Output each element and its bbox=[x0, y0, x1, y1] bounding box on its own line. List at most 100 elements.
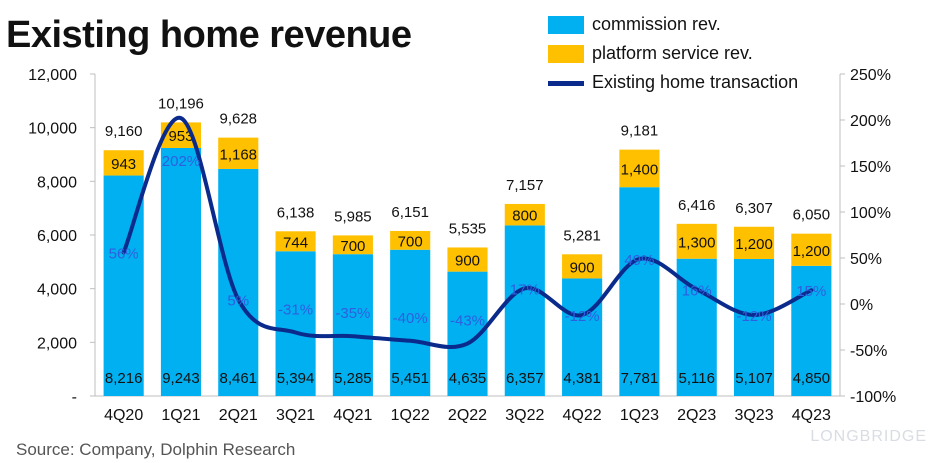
line-point-label: -43% bbox=[450, 313, 485, 330]
bar-label-platform: 700 bbox=[398, 233, 423, 250]
y-left-tick-label: 10,000 bbox=[28, 121, 77, 138]
bar-label-total: 6,138 bbox=[277, 204, 315, 221]
y-right-tick-label: 250% bbox=[850, 67, 891, 84]
y-left-tick-label: 4,000 bbox=[37, 282, 77, 299]
source-note: Source: Company, Dolphin Research bbox=[16, 440, 296, 459]
bar-label-total: 9,628 bbox=[219, 111, 257, 128]
watermark-logo: LONGBRIDGE bbox=[810, 428, 927, 445]
chart-title: Existing home revenue bbox=[6, 14, 412, 56]
x-tick-label: 1Q22 bbox=[391, 407, 430, 424]
bar-label-total: 10,196 bbox=[158, 95, 204, 112]
bar-commission bbox=[562, 278, 603, 396]
bar-label-total: 5,281 bbox=[563, 227, 601, 244]
bar-label-platform: 953 bbox=[168, 128, 193, 145]
x-tick-label: 4Q20 bbox=[104, 407, 143, 424]
bar-label-platform: 943 bbox=[111, 156, 136, 173]
bar-commission bbox=[619, 187, 660, 396]
legend-item-platform: platform service rev. bbox=[548, 39, 798, 68]
line-point-label: 202% bbox=[162, 153, 200, 170]
bar-label-platform: 900 bbox=[570, 259, 595, 276]
bar-commission bbox=[275, 251, 316, 396]
bar-platform bbox=[676, 223, 717, 259]
bar-commission bbox=[160, 147, 202, 396]
bar-label-commission: 8,461 bbox=[219, 370, 257, 387]
bar-label-total: 9,181 bbox=[621, 123, 659, 140]
bar-label-platform: 744 bbox=[283, 234, 308, 251]
bar-platform bbox=[332, 235, 373, 255]
bar-label-commission: 5,394 bbox=[277, 370, 315, 387]
bar-label-commission: 4,850 bbox=[793, 370, 831, 387]
x-tick-label: 1Q23 bbox=[620, 407, 659, 424]
bar-platform bbox=[103, 150, 144, 176]
bar-label-commission: 5,116 bbox=[679, 370, 715, 387]
bar-label-total: 6,307 bbox=[735, 200, 773, 217]
legend-label-line: Existing home transaction bbox=[592, 72, 799, 92]
x-tick-label: 2Q23 bbox=[677, 407, 716, 424]
bar-platform bbox=[562, 254, 603, 279]
y-left-tick-label: 12,000 bbox=[28, 67, 77, 84]
bar-label-platform: 1,200 bbox=[735, 236, 773, 253]
x-tick-label: 3Q23 bbox=[734, 407, 773, 424]
bar-commission bbox=[332, 254, 373, 396]
legend-item-commission: commission rev. bbox=[548, 10, 798, 39]
bar-label-commission: 5,107 bbox=[735, 370, 773, 387]
bar-platform bbox=[218, 137, 259, 169]
bar-label-total: 6,416 bbox=[678, 197, 716, 214]
line-point-label: 5% bbox=[227, 292, 249, 309]
bar-label-platform: 1,300 bbox=[678, 234, 716, 251]
y-left-tick-label: 2,000 bbox=[37, 335, 77, 352]
bar-platform bbox=[447, 247, 488, 272]
y-right-tick-label: 0% bbox=[850, 297, 873, 314]
line-series-transaction bbox=[121, 116, 814, 349]
line-point-label: 17% bbox=[510, 281, 540, 298]
bar-label-platform: 1,168 bbox=[219, 146, 257, 163]
y-left-tick-label: 8,000 bbox=[37, 174, 77, 191]
x-tick-label: 2Q21 bbox=[219, 407, 258, 424]
bar-label-total: 5,535 bbox=[449, 220, 487, 237]
x-tick-label: 3Q22 bbox=[505, 407, 544, 424]
legend-swatch-commission bbox=[548, 15, 584, 34]
bar-label-commission: 8,216 bbox=[105, 370, 143, 387]
y-left-tick-label: 6,000 bbox=[37, 228, 77, 245]
bar-commission bbox=[504, 225, 545, 396]
y-right-tick-label: -100% bbox=[850, 389, 896, 406]
legend-item-line: Existing home transaction bbox=[548, 68, 798, 97]
bar-platform bbox=[619, 149, 660, 188]
bar-label-commission: 9,243 bbox=[162, 370, 200, 387]
legend-label-commission: commission rev. bbox=[592, 14, 721, 34]
bar-label-total: 6,050 bbox=[793, 207, 831, 224]
bar-label-total: 6,151 bbox=[391, 204, 429, 221]
x-tick-label: 4Q23 bbox=[792, 407, 831, 424]
x-tick-label: 4Q22 bbox=[563, 407, 602, 424]
legend: commission rev. platform service rev. Ex… bbox=[548, 10, 798, 97]
legend-label-platform: platform service rev. bbox=[592, 43, 753, 63]
bar-label-platform: 700 bbox=[340, 238, 365, 255]
bar-label-commission: 4,635 bbox=[449, 370, 487, 387]
line-point-label: 16% bbox=[682, 282, 712, 299]
line-point-label: 56% bbox=[109, 245, 139, 262]
line-point-label: -35% bbox=[335, 305, 370, 322]
bar-label-commission: 5,451 bbox=[391, 370, 429, 387]
x-tick-label: 2Q22 bbox=[448, 407, 487, 424]
bar-label-platform: 1,400 bbox=[621, 161, 659, 178]
bar-label-commission: 5,285 bbox=[334, 370, 372, 387]
bar-commission bbox=[218, 168, 259, 396]
x-tick-label: 4Q21 bbox=[333, 407, 372, 424]
bar-label-platform: 1,200 bbox=[793, 243, 831, 260]
bar-label-total: 7,157 bbox=[506, 177, 544, 194]
line-point-label: 15% bbox=[796, 283, 826, 300]
y-left-tick-label: - bbox=[72, 389, 77, 406]
x-tick-label: 1Q21 bbox=[161, 407, 200, 424]
x-tick-label: 3Q21 bbox=[276, 407, 315, 424]
bar-label-platform: 900 bbox=[455, 253, 480, 270]
bar-platform bbox=[791, 233, 832, 266]
legend-swatch-platform bbox=[548, 44, 584, 63]
bar-label-commission: 6,357 bbox=[506, 370, 544, 387]
bar-label-commission: 4,381 bbox=[563, 370, 601, 387]
bar-commission bbox=[390, 249, 431, 396]
bar-label-total: 9,160 bbox=[105, 123, 143, 140]
line-point-label: -40% bbox=[393, 310, 428, 327]
bar-commission bbox=[791, 265, 832, 396]
bar-label-total: 5,985 bbox=[334, 208, 372, 225]
